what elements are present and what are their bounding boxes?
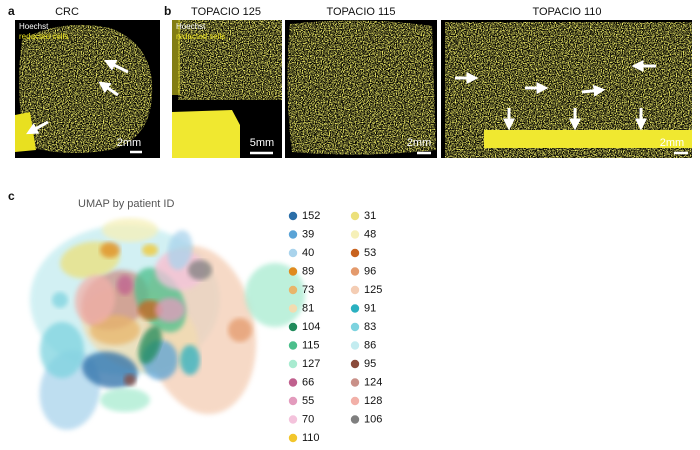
legend-swatch [288,396,298,406]
umap-cluster [180,345,200,375]
legend-label: 70 [302,413,314,425]
umap-title: UMAP by patient ID [78,198,174,210]
legend-label: 53 [364,247,376,259]
legend-label: 66 [302,376,314,388]
legend-swatch [350,341,360,350]
legend: 152 39 40 89 73 81 104 115 127 66 55 70 110 31 48 53 96 1… [288,210,382,444]
legend-label: 48 [364,228,376,240]
legend-swatch [288,359,298,369]
legend-label: 124 [364,376,382,388]
legend-label: 125 [364,284,382,296]
umap-cluster [138,300,162,320]
legend-label: 83 [364,321,376,333]
legend-label: 104 [302,321,320,333]
legend-label: 55 [302,395,314,407]
umap-cluster [82,351,138,389]
scale-label: 2mm [660,137,684,149]
legend-swatch [288,230,298,239]
panel-label: a [8,4,15,18]
legend-swatch [288,267,298,276]
legend-swatch [350,230,360,239]
umap-cluster [155,250,205,290]
stain-label: Hoechst [19,22,49,31]
umap-cluster [52,292,68,308]
umap-cluster [155,298,185,322]
panel-title: CRC [55,6,79,18]
panel-title: TOPACIO 110 [532,6,601,18]
legend-swatch [350,415,360,424]
umap-cluster [138,325,162,365]
umap-cluster [124,374,136,386]
legend-label: 95 [364,358,376,370]
legend-swatch [350,359,360,369]
scale-label: 2mm [117,137,141,149]
umap-cluster [100,242,120,258]
legend-label: 128 [364,395,382,407]
legend-label: 110 [302,432,320,444]
legend-swatch [350,378,360,387]
legend-swatch [288,415,298,424]
umap-cluster [100,388,150,412]
umap-cluster [102,218,158,242]
panel-label: b [164,4,171,18]
legend-label: 89 [302,265,314,277]
stain-label: Hoechst [176,22,206,31]
legend-swatch [350,267,360,276]
micrograph [172,20,282,158]
legend-label: 115 [302,339,320,351]
legend-swatch [288,322,298,332]
legend-label: 39 [302,228,314,240]
legend-label: 106 [364,413,382,425]
micrograph [441,20,692,158]
umap-plot [30,218,305,430]
legend-label: 127 [302,358,320,370]
umap-cluster [40,322,84,378]
legend-swatch [350,396,360,406]
legend-swatch [350,304,360,313]
legend-swatch [288,211,298,221]
legend-swatch [288,285,298,295]
stain-label: redacted cells [19,32,68,41]
umap-cluster [90,315,140,345]
legend-swatch [288,378,298,387]
umap-cluster [74,275,116,325]
legend-swatch [288,304,298,313]
scale-label: 5mm [250,137,274,149]
legend-label: 152 [302,210,320,222]
legend-label: 91 [364,302,376,314]
legend-swatch [288,341,298,350]
scale-label: 2mm [407,137,431,149]
panel-title: TOPACIO 125 [191,6,261,18]
panel-label: c [8,189,15,203]
legend-swatch [350,248,360,258]
legend-swatch [350,211,360,221]
umap-cluster [228,318,252,342]
legend-swatch [350,322,360,332]
micrograph [285,20,437,158]
legend-label: 73 [302,284,314,296]
legend-label: 40 [302,247,314,259]
stain-label: redacted cells [176,32,225,41]
micrograph [15,20,160,158]
legend-swatch [288,248,298,258]
umap-cluster [188,260,212,280]
umap-cluster [117,275,133,295]
legend-swatch [288,433,298,443]
legend-label: 31 [364,210,376,222]
legend-label: 81 [302,302,314,314]
legend-label: 86 [364,339,376,351]
umap-cluster [167,230,193,270]
legend-label: 96 [364,265,376,277]
umap-cluster [142,244,158,256]
legend-swatch [350,285,360,295]
panel-title: TOPACIO 115 [326,6,395,18]
